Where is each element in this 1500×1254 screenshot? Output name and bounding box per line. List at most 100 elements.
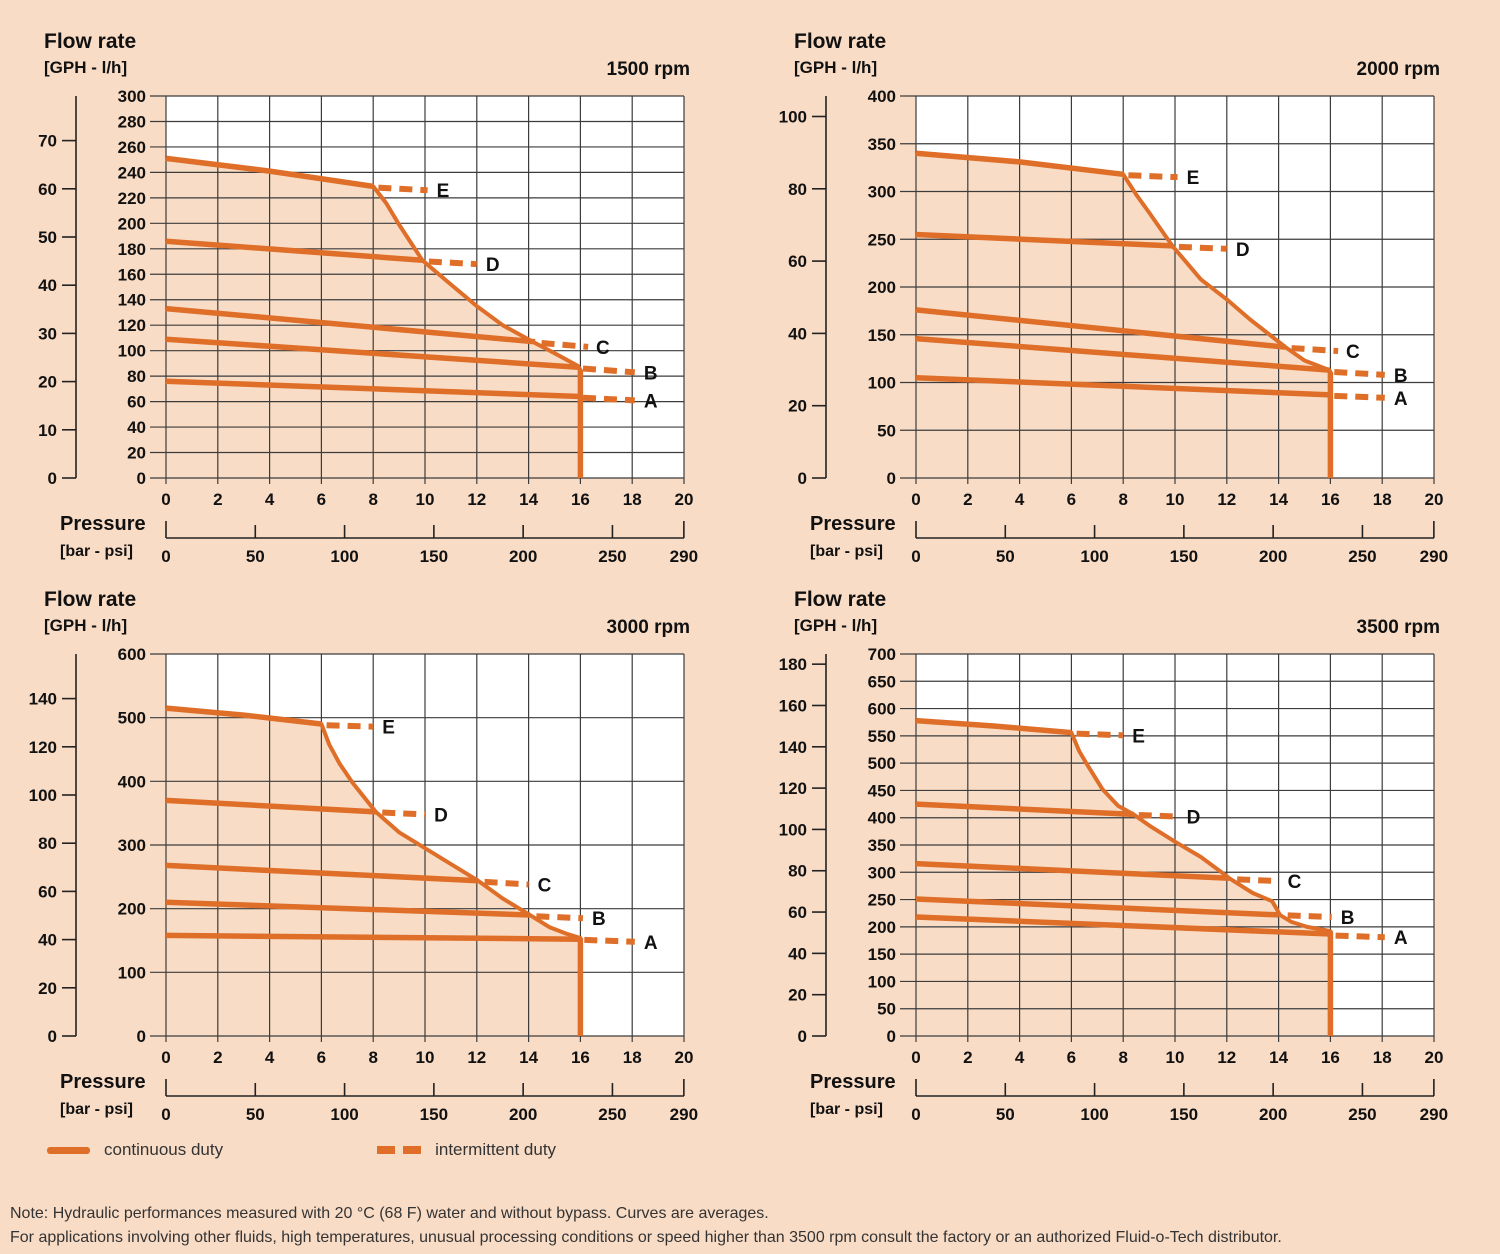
chart-headers: Flow rate [GPH - l/h] 3000 rpm Pressure [bar… <box>44 588 690 1118</box>
series-D-intermittent <box>428 258 477 268</box>
svg-text:6: 6 <box>1067 1048 1076 1067</box>
series-E-continuous <box>915 717 1072 736</box>
series-B-intermittent <box>536 913 584 922</box>
svg-text:400: 400 <box>118 772 146 791</box>
envelope-curve <box>371 184 583 372</box>
series-label-C: C <box>596 338 610 359</box>
series-label-D: D <box>1236 240 1250 261</box>
series-label-C: C <box>1288 872 1302 893</box>
svg-text:0: 0 <box>911 1048 920 1067</box>
svg-text:350: 350 <box>868 135 896 154</box>
series-A-intermittent <box>1334 392 1385 401</box>
svg-text:220: 220 <box>118 189 146 208</box>
svg-text:20: 20 <box>788 986 807 1005</box>
bar-tick-labels: 0 2 4 6 8 10 12 14 16 18 20 <box>161 490 693 509</box>
svg-text:140: 140 <box>29 690 57 709</box>
chart-panel-3500rpm: 0 50 100 150 200 250 300 350 400 450 500 550 600 650 7… <box>750 566 1500 1150</box>
grid <box>900 653 1435 1042</box>
svg-text:10: 10 <box>1166 490 1185 509</box>
svg-text:290: 290 <box>670 547 698 566</box>
svg-text:30: 30 <box>38 324 57 343</box>
svg-text:20: 20 <box>1425 490 1444 509</box>
svg-text:0: 0 <box>798 469 807 488</box>
svg-text:100: 100 <box>118 342 146 361</box>
svg-text:0: 0 <box>48 469 57 488</box>
svg-text:10: 10 <box>416 490 435 509</box>
svg-text:50: 50 <box>877 1000 896 1019</box>
svg-text:60: 60 <box>38 180 57 199</box>
series-E-continuous <box>165 155 374 190</box>
bar-tick-labels: 0 2 4 6 8 10 12 14 16 18 20 <box>911 1048 1443 1067</box>
svg-text:100: 100 <box>1080 1105 1108 1124</box>
chart-panel-1500rpm: 0 20 40 60 80 100 120 140 160 180 200 220 240 260 280 3… <box>0 8 750 592</box>
svg-text:6: 6 <box>1067 490 1076 509</box>
svg-text:290: 290 <box>670 1105 698 1124</box>
svg-text:0: 0 <box>161 490 170 509</box>
svg-text:6: 6 <box>317 1048 326 1067</box>
svg-text:16: 16 <box>1321 490 1340 509</box>
svg-text:12: 12 <box>1217 490 1236 509</box>
series-label-A: A <box>644 933 658 954</box>
footnote: Note: Hydraulic performances measured wi… <box>10 1202 1282 1250</box>
svg-text:8: 8 <box>368 1048 377 1067</box>
series-D-continuous <box>915 801 1134 818</box>
psi-axis: 0 50 100 150 200 250 290 <box>911 521 1448 566</box>
continuous-duty-swatch <box>47 1146 90 1154</box>
svg-text:2000 rpm: 2000 rpm <box>1357 59 1440 80</box>
svg-text:50: 50 <box>877 421 896 440</box>
svg-text:14: 14 <box>519 490 538 509</box>
svg-text:20: 20 <box>675 490 694 509</box>
svg-text:100: 100 <box>868 972 896 991</box>
svg-text:[GPH - l/h]: [GPH - l/h] <box>44 58 127 77</box>
svg-text:300: 300 <box>868 183 896 202</box>
svg-text:160: 160 <box>118 265 146 284</box>
svg-text:250: 250 <box>598 547 626 566</box>
series-A-intermittent <box>584 936 635 945</box>
svg-text:150: 150 <box>420 1105 448 1124</box>
svg-text:100: 100 <box>779 107 807 126</box>
svg-text:300: 300 <box>118 836 146 855</box>
svg-text:200: 200 <box>1259 547 1287 566</box>
series-C-intermittent <box>1291 345 1339 354</box>
svg-text:120: 120 <box>779 779 807 798</box>
svg-text:40: 40 <box>788 324 807 343</box>
svg-text:50: 50 <box>246 1105 265 1124</box>
svg-text:250: 250 <box>1348 1105 1376 1124</box>
lh-tick-labels: 0 50 100 150 200 250 300 350 400 450 500 550 600 650 7… <box>868 645 896 1046</box>
svg-text:160: 160 <box>779 696 807 715</box>
svg-text:4: 4 <box>265 490 275 509</box>
svg-text:700: 700 <box>868 645 896 664</box>
svg-text:Flow rate: Flow rate <box>44 588 136 611</box>
svg-text:12: 12 <box>467 490 486 509</box>
svg-text:0: 0 <box>161 1048 170 1067</box>
svg-text:200: 200 <box>1259 1105 1287 1124</box>
svg-text:18: 18 <box>623 1048 642 1067</box>
svg-text:600: 600 <box>118 645 146 664</box>
svg-text:1500 rpm: 1500 rpm <box>607 59 690 80</box>
svg-text:20: 20 <box>38 979 57 998</box>
series-B-intermittent <box>1287 912 1332 921</box>
svg-text:50: 50 <box>996 1105 1015 1124</box>
lh-tick-labels: 0 100 200 300 400 500 600 <box>118 645 146 1046</box>
series-E-continuous <box>165 705 322 727</box>
svg-text:Pressure: Pressure <box>60 513 146 535</box>
svg-text:50: 50 <box>38 228 57 247</box>
svg-text:20: 20 <box>127 444 146 463</box>
series-label-B: B <box>592 909 606 930</box>
svg-text:80: 80 <box>788 862 807 881</box>
svg-text:140: 140 <box>118 291 146 310</box>
svg-text:180: 180 <box>118 240 146 259</box>
svg-text:8: 8 <box>368 490 377 509</box>
series-B-continuous <box>915 335 1330 373</box>
svg-text:20: 20 <box>788 397 807 416</box>
series-label-B: B <box>1394 366 1408 387</box>
envelope-curve <box>319 722 583 940</box>
chart-svg-3500-rpm: 0501001502002503003504004505005506006507… <box>779 588 1448 1124</box>
series-B-continuous <box>165 336 578 370</box>
svg-text:180: 180 <box>779 655 807 674</box>
series-label-D: D <box>1187 808 1201 829</box>
svg-text:10: 10 <box>1166 1048 1185 1067</box>
svg-text:200: 200 <box>509 547 537 566</box>
